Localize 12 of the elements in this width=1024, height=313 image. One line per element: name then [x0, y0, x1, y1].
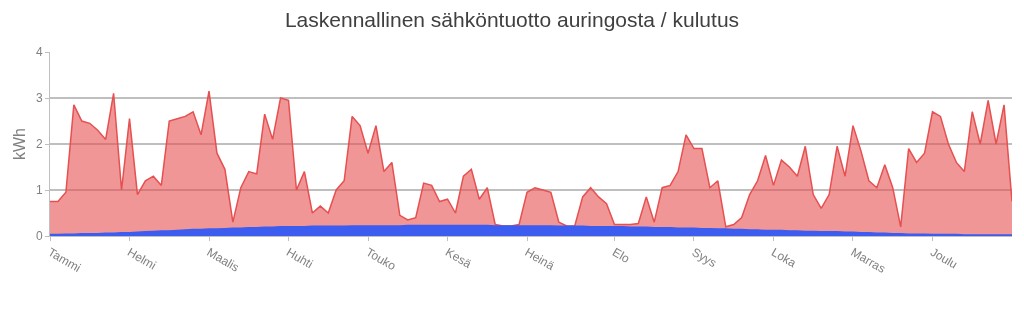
- x-tick-label: Syys: [689, 245, 720, 271]
- y-axis-title: kWh: [10, 128, 28, 160]
- y-tick-label: 4: [35, 45, 43, 60]
- x-tick-label: Loka: [768, 245, 799, 271]
- x-tick-label: Kesä: [443, 245, 474, 272]
- y-tick-label: 2: [35, 137, 43, 152]
- y-tick-label: 3: [35, 91, 43, 106]
- x-tick-label: Huhti: [284, 245, 316, 272]
- chart-title: Laskennallinen sähköntuotto auringosta / kulutus: [284, 8, 740, 32]
- y-tick-label: 1: [35, 183, 43, 198]
- y-tick-label: 0: [35, 229, 43, 244]
- x-tick-label: Elo: [609, 245, 633, 267]
